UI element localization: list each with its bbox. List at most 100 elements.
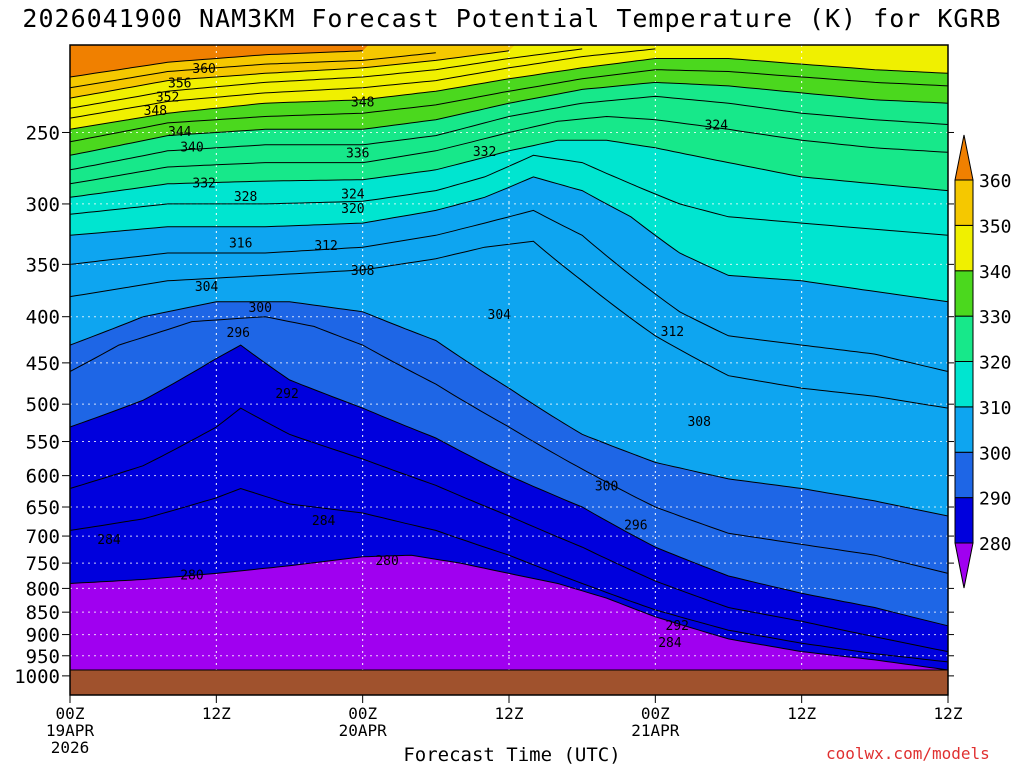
colorbar-label: 310 <box>979 398 1012 419</box>
x-tick-label: 2026 <box>51 738 90 757</box>
contour-label: 320 <box>341 202 364 217</box>
isentrope-328 <box>69 95 949 171</box>
contour-label: 284 <box>312 514 336 529</box>
x-tick-label: 12Z <box>495 704 524 723</box>
contour-label: 292 <box>666 619 689 634</box>
contour-label: 312 <box>661 325 684 340</box>
isentrope-284 <box>69 487 949 663</box>
isentrope-324 <box>69 115 949 185</box>
contour-label: 284 <box>658 636 682 651</box>
y-tick-label: 850 <box>26 602 60 624</box>
y-tick-label: 500 <box>26 394 60 416</box>
contour-label: 348 <box>351 95 374 110</box>
isentrope-348 <box>69 48 583 109</box>
isentrope-356 <box>69 52 436 89</box>
isentrope-316 <box>69 154 949 236</box>
contour-label: 280 <box>375 554 398 569</box>
y-tick-label: 1000 <box>14 666 60 688</box>
band-360 <box>70 44 948 77</box>
y-tick-label: 600 <box>26 466 60 488</box>
colorbar-label: 290 <box>979 489 1012 510</box>
isentrope-288 <box>69 407 949 653</box>
isentrope-304 <box>69 240 949 409</box>
x-tick-label: 12Z <box>202 704 231 723</box>
y-tick-label: 350 <box>26 254 60 276</box>
isentrope-340 <box>69 58 949 130</box>
colorbar-label: 280 <box>979 534 1012 555</box>
chart-title: 2026041900 NAM3KM Forecast Potential Tem… <box>22 4 1002 33</box>
contour-label: 304 <box>488 308 512 323</box>
isentrope-320 <box>69 139 949 198</box>
ground-fill <box>70 669 948 695</box>
colorbar-low-arrow <box>954 542 974 589</box>
isentrope-344 <box>69 48 656 119</box>
colorbar-segment <box>954 315 974 362</box>
contour-label: 348 <box>144 104 167 119</box>
y-tick-label: 400 <box>26 307 60 329</box>
x-tick-label: 20APR <box>339 721 388 740</box>
contour-label: 360 <box>192 62 215 77</box>
colorbar-high-arrow <box>954 134 974 181</box>
colorbar-label: 340 <box>979 262 1012 283</box>
colorbar-label: 300 <box>979 443 1012 464</box>
x-axis-label: Forecast Time (UTC) <box>403 744 621 766</box>
isentrope-352 <box>69 50 510 99</box>
isentrope-300 <box>69 301 949 517</box>
colorbar-segment <box>954 270 974 317</box>
isentrope-312 <box>69 176 949 303</box>
isentrope-292 <box>69 344 949 627</box>
y-axis: 2503003504004505005506006507007508008509… <box>14 122 954 688</box>
colorbar-segment <box>954 451 974 499</box>
contour-label: 352 <box>156 90 179 105</box>
y-tick-label: 300 <box>26 194 60 216</box>
y-tick-label: 450 <box>26 353 60 375</box>
x-tick-label: 00Z <box>641 704 670 723</box>
colorbar-segment <box>954 361 974 408</box>
x-tick-label: 21APR <box>631 721 680 740</box>
contour-label: 296 <box>227 326 250 341</box>
credit-link[interactable]: coolwx.com/models <box>826 744 990 763</box>
y-tick-label: 700 <box>26 526 60 548</box>
colorbar-label: 360 <box>979 171 1012 192</box>
contour-label: 304 <box>195 280 219 295</box>
contour-label: 280 <box>180 568 203 583</box>
contour-label: 336 <box>346 146 369 161</box>
isentrope-280 <box>69 554 949 671</box>
y-tick-label: 750 <box>26 553 60 575</box>
contour-label: 324 <box>341 187 365 202</box>
contour-label: 316 <box>229 236 252 251</box>
isentrope-336 <box>69 69 949 143</box>
colorbar-segment <box>954 179 974 226</box>
y-tick-label: 950 <box>26 646 60 668</box>
contour-label: 308 <box>351 264 374 279</box>
x-tick-label: 00Z <box>56 704 85 723</box>
x-tick-label: 00Z <box>348 704 377 723</box>
x-tick-label: 12Z <box>787 704 816 723</box>
isentrope-308 <box>69 209 949 372</box>
contour-label: 332 <box>192 176 215 191</box>
contour-label: 308 <box>687 415 710 430</box>
contour-label: 328 <box>234 190 257 205</box>
x-tick-label: 19APR <box>46 721 95 740</box>
isentrope-360 <box>69 50 363 78</box>
isentrope-332 <box>69 81 949 156</box>
colorbar-label: 350 <box>979 216 1012 237</box>
contour-label: 300 <box>248 301 271 316</box>
colorbar-label: 320 <box>979 353 1012 374</box>
y-tick-label: 650 <box>26 497 60 519</box>
isentrope-296 <box>69 316 949 574</box>
y-tick-label: 800 <box>26 578 60 600</box>
contour-label: 292 <box>275 387 298 402</box>
y-tick-label: 250 <box>26 122 60 144</box>
colorbar-label: 330 <box>979 307 1012 328</box>
contour-label: 284 <box>97 533 121 548</box>
colorbar-segment <box>954 406 974 453</box>
x-tick-label: 12Z <box>934 704 963 723</box>
colorbar: 280 290 300 310 320 330 340 350 360 <box>954 134 1012 589</box>
isentrope-lines <box>69 48 949 671</box>
contour-label: 344 <box>168 125 192 140</box>
contour-label: 340 <box>180 140 203 155</box>
ground-layer <box>70 669 948 695</box>
